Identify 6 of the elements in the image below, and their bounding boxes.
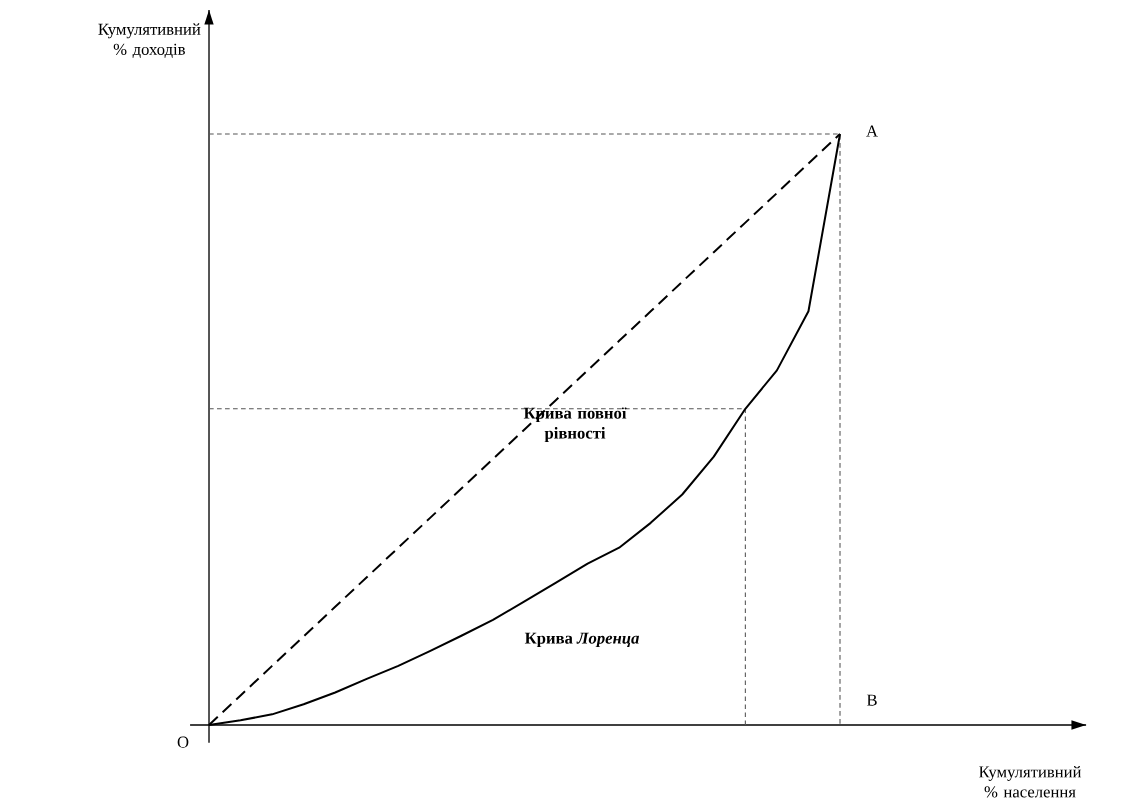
text: O [177, 736, 189, 748]
text: Кумулятивний % населення [979, 765, 1082, 798]
text: B [866, 694, 877, 706]
text: A [866, 125, 878, 137]
annotation: Крива Лоренца [524, 632, 640, 648]
y-axis-title: Кумулятивний % доходів [98, 23, 201, 58]
